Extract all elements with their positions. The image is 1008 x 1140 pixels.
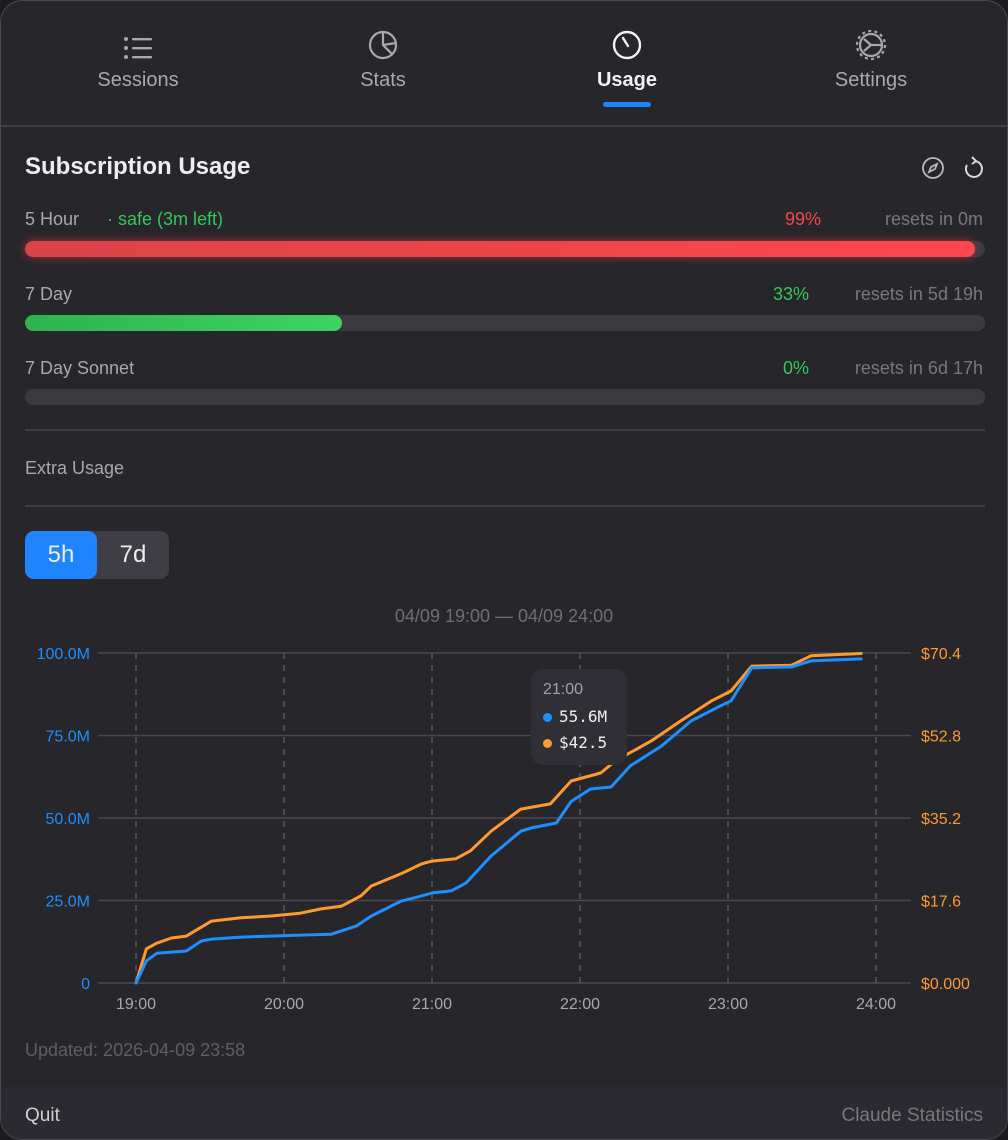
range-toggle: 5h 7d: [25, 531, 169, 579]
range-option-5h[interactable]: 5h: [25, 531, 97, 579]
cost-dot-icon: [543, 739, 552, 748]
progress-bar-5-hour: [25, 241, 985, 257]
app-name: Claude Statistics: [841, 1105, 983, 1126]
tab-label: Stats: [360, 69, 406, 91]
refresh-icon[interactable]: [961, 155, 985, 181]
y-right-tick-label: $70.4: [921, 646, 961, 663]
tab-sessions[interactable]: Sessions: [38, 35, 238, 92]
progress-bar-7-day-sonnet: [25, 389, 985, 405]
limit-percent: 0%: [782, 358, 809, 378]
tab-label: Usage: [596, 69, 658, 91]
divider: [25, 505, 985, 507]
range-option-7d[interactable]: 7d: [119, 541, 147, 568]
y-left-tick-label: 100.0M: [37, 646, 90, 663]
quit-button[interactable]: Quit: [25, 1105, 60, 1126]
pie-chart-icon: [368, 30, 398, 60]
list-icon: [124, 37, 152, 59]
tokens-dot-icon: [543, 713, 552, 722]
limit-label-7-day-sonnet: 7 Day Sonnet: [25, 358, 135, 378]
gear-icon: [855, 29, 887, 61]
x-tick-label: 20:00: [264, 996, 304, 1013]
tab-label: Settings: [834, 69, 908, 91]
limit-reset: resets in 5d 19h: [854, 284, 983, 304]
usage-chart: 0 $0.000 25.0M $17.6 50.0M $35.2 75.0M $52.8 100…: [37, 646, 970, 1013]
y-left-tick-label: 50.0M: [46, 811, 90, 828]
tab-bar: Sessions Stats Usage Settings: [1, 1, 1007, 127]
y-left-tick-label: 25.0M: [46, 894, 90, 911]
tab-usage[interactable]: Usage: [527, 29, 727, 107]
limit-percent: 99%: [784, 209, 821, 229]
y-left-tick-label: 0: [81, 976, 90, 993]
series-line-tokens: [134, 657, 863, 985]
tooltip-cost: $42.5: [559, 733, 608, 752]
chart-tooltip: 21:00 55.6M $42.5: [531, 669, 627, 765]
gauge-icon: [612, 30, 642, 60]
limit-reset: resets in 6d 17h: [854, 358, 983, 378]
x-tick-label: 19:00: [116, 996, 156, 1013]
progress-bar-7-day: [25, 315, 985, 331]
divider: [25, 429, 985, 431]
tab-settings[interactable]: Settings: [771, 29, 971, 92]
limit-label-7-day: 7 Day: [25, 284, 73, 304]
x-tick-label: 23:00: [708, 996, 748, 1013]
tooltip-tokens: 55.6M: [559, 707, 608, 726]
series-line-cost: [134, 652, 863, 985]
y-right-tick-label: $17.6: [921, 894, 961, 911]
tab-stats[interactable]: Stats: [283, 29, 483, 92]
footer: Quit Claude Statistics: [1, 1087, 1007, 1139]
x-tick-label: 24:00: [856, 996, 896, 1013]
active-tab-indicator: [603, 102, 651, 107]
limit-reset: resets in 0m: [884, 209, 983, 229]
y-right-tick-label: $52.8: [921, 729, 961, 746]
compass-icon[interactable]: [921, 156, 945, 180]
limit-percent: 33%: [772, 284, 809, 304]
chart-title: 04/09 19:00 — 04/09 24:00: [394, 606, 614, 626]
y-left-tick-label: 75.0M: [46, 729, 90, 746]
tooltip-time: 21:00: [543, 681, 584, 698]
extra-usage-label: Extra Usage: [25, 458, 125, 478]
limit-status: · safe (3m left): [107, 209, 224, 229]
limit-label-5-hour: 5 Hour: [25, 209, 80, 229]
y-right-tick-label: $0.000: [921, 976, 970, 993]
tab-label: Sessions: [97, 69, 179, 91]
updated-timestamp: Updated: 2026-04-09 23:58: [25, 1040, 246, 1060]
x-tick-label: 22:00: [560, 996, 600, 1013]
y-right-tick-label: $35.2: [921, 811, 961, 828]
section-title: Subscription Usage: [25, 153, 251, 180]
x-tick-label: 21:00: [412, 996, 452, 1013]
